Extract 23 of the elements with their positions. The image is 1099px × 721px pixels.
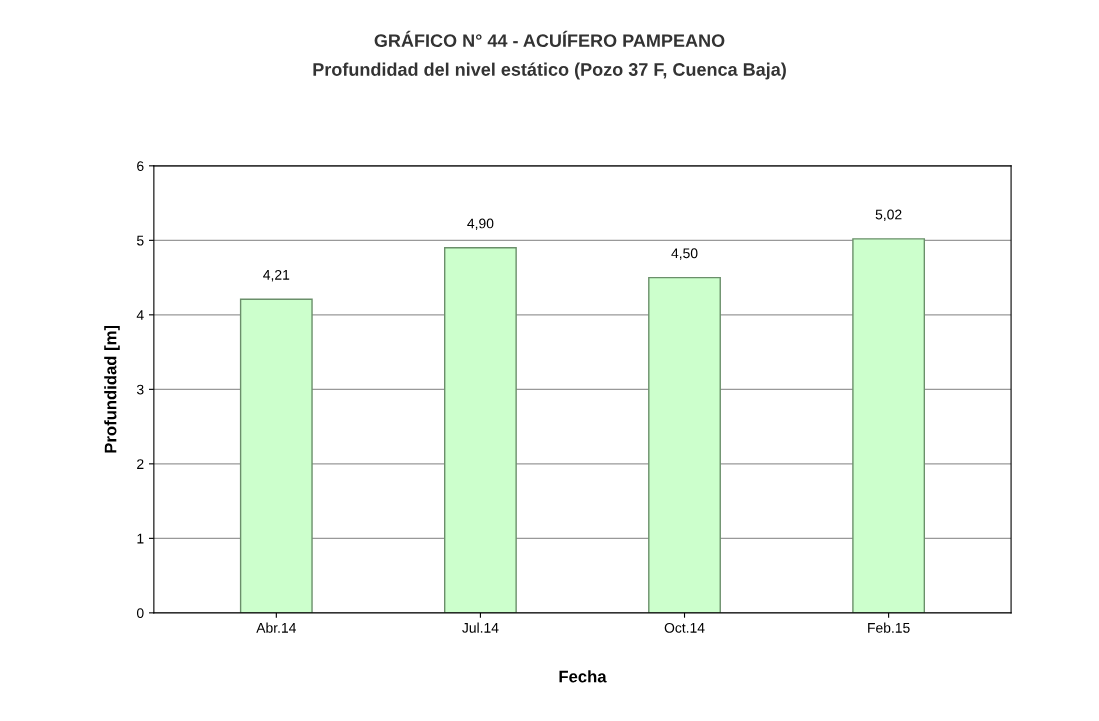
bar bbox=[239, 298, 313, 613]
data-label: 5,02 bbox=[875, 209, 902, 222]
y-tick-label: 1 bbox=[137, 533, 144, 544]
y-tick-label: 0 bbox=[136, 608, 144, 619]
data-label: 4,21 bbox=[263, 269, 290, 282]
data-label: 4,50 bbox=[671, 248, 698, 260]
y-tick-label: 3 bbox=[136, 384, 144, 395]
y-axis-title: Profundidad [m] bbox=[104, 325, 120, 453]
y-tick-label: 2 bbox=[137, 459, 144, 469]
y-tick-label: 5 bbox=[136, 235, 144, 246]
chart-subtitle: Profundidad del nivel estático (Pozo 37 F, Cuenca Baja) bbox=[313, 62, 786, 80]
chart-title: GRÁFICO N° 44 - ACUÍFERO PAMPEANO bbox=[374, 30, 725, 48]
x-axis-title: Fecha bbox=[559, 670, 607, 683]
x-tick-label: Jul.14 bbox=[462, 622, 499, 633]
bar bbox=[648, 276, 721, 613]
x-tick-label: Abr.14 bbox=[256, 622, 296, 633]
bar bbox=[852, 238, 926, 613]
data-label: 4,90 bbox=[467, 218, 494, 231]
y-tick-label: 4 bbox=[136, 310, 144, 320]
x-tick-label: Feb.15 bbox=[868, 622, 910, 633]
bar bbox=[444, 247, 517, 613]
x-tick-label: Oct.14 bbox=[664, 622, 705, 633]
y-tick-label: 6 bbox=[137, 161, 144, 171]
